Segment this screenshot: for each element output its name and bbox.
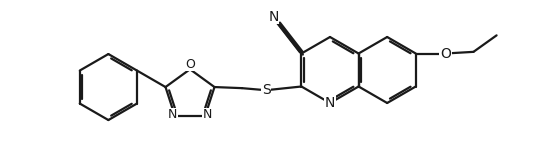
Text: S: S	[262, 83, 271, 97]
Text: O: O	[440, 47, 451, 61]
Text: N: N	[325, 96, 335, 110]
Text: N: N	[168, 108, 178, 121]
Text: O: O	[185, 58, 195, 71]
Text: N: N	[268, 10, 279, 24]
Text: N: N	[202, 108, 212, 121]
